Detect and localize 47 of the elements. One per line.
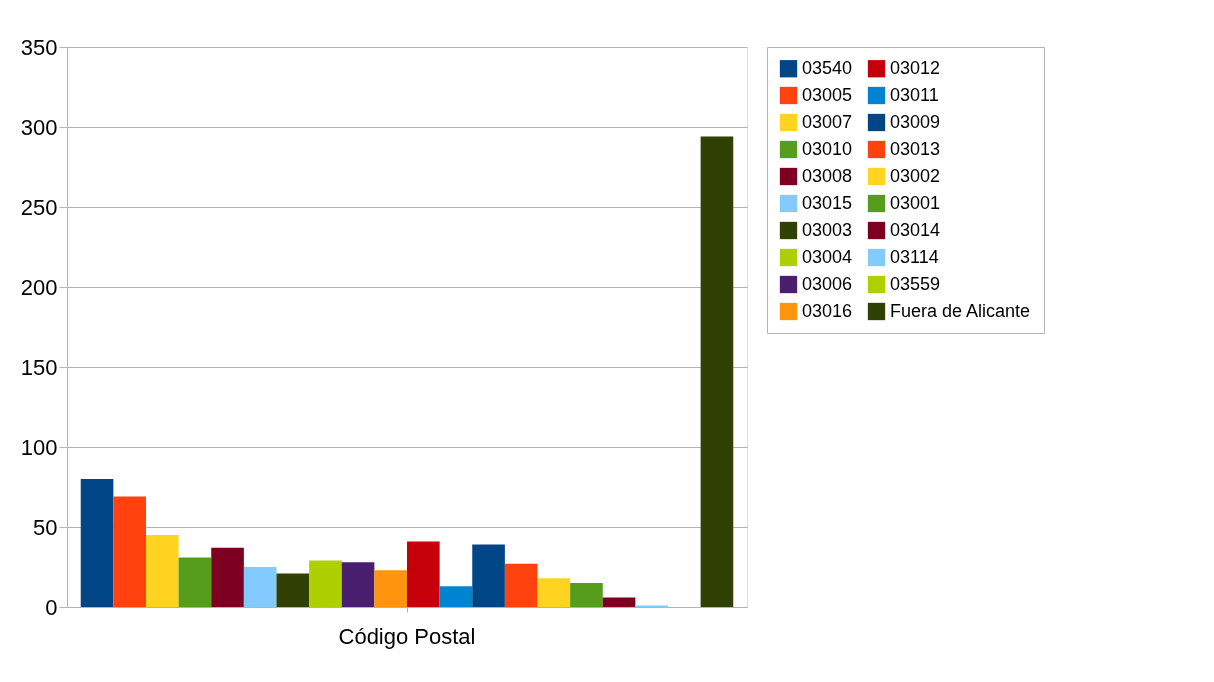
legend-label: 03559 (890, 273, 941, 294)
legend-label: 03003 (802, 219, 853, 240)
bar (504, 563, 538, 607)
legend-label: 03013 (890, 138, 941, 159)
legend-label: 03012 (890, 57, 941, 78)
legend-label: 03014 (890, 219, 941, 240)
bar (537, 578, 571, 607)
legend-label: 03008 (802, 165, 853, 186)
legend-label: 03002 (890, 165, 941, 186)
legend-label: 03006 (802, 273, 853, 294)
bar (472, 544, 505, 607)
bar (113, 496, 146, 607)
bar (276, 573, 310, 607)
legend-label: 03010 (802, 138, 853, 159)
bar (407, 541, 440, 607)
y-tick-label: 350 (20, 34, 58, 60)
y-tick-label: 100 (20, 434, 58, 460)
bar (570, 583, 603, 607)
y-tick-label: 0 (45, 594, 58, 620)
x-tick-label: Código Postal (338, 623, 476, 649)
legend-label: 03540 (802, 57, 853, 78)
legend-label: 03004 (802, 246, 853, 267)
bar (178, 557, 212, 607)
bar (602, 597, 636, 607)
y-tick-label: 250 (20, 194, 58, 220)
y-tick-label: 50 (33, 514, 58, 540)
bar (243, 567, 277, 607)
bar (211, 547, 244, 607)
legend-label: 03114 (890, 246, 939, 267)
legend-label: 03011 (890, 84, 939, 105)
legend-label: 03007 (802, 111, 853, 132)
y-tick-label: 200 (20, 274, 58, 300)
legend-label: 03009 (890, 111, 941, 132)
legend-label: Fuera de Alicante (890, 300, 1031, 321)
bar (309, 560, 342, 607)
bar (374, 570, 407, 607)
bar (145, 535, 179, 607)
legend-label: 03016 (802, 300, 853, 321)
legend-label: 03005 (802, 84, 853, 105)
legend-label: 03015 (802, 192, 853, 213)
bar (341, 562, 375, 607)
y-tick-label: 150 (20, 354, 58, 380)
y-tick-label: 300 (20, 114, 58, 140)
bar (700, 136, 734, 607)
bar (439, 586, 473, 607)
bar (80, 479, 114, 607)
legend-label: 03001 (890, 192, 941, 213)
